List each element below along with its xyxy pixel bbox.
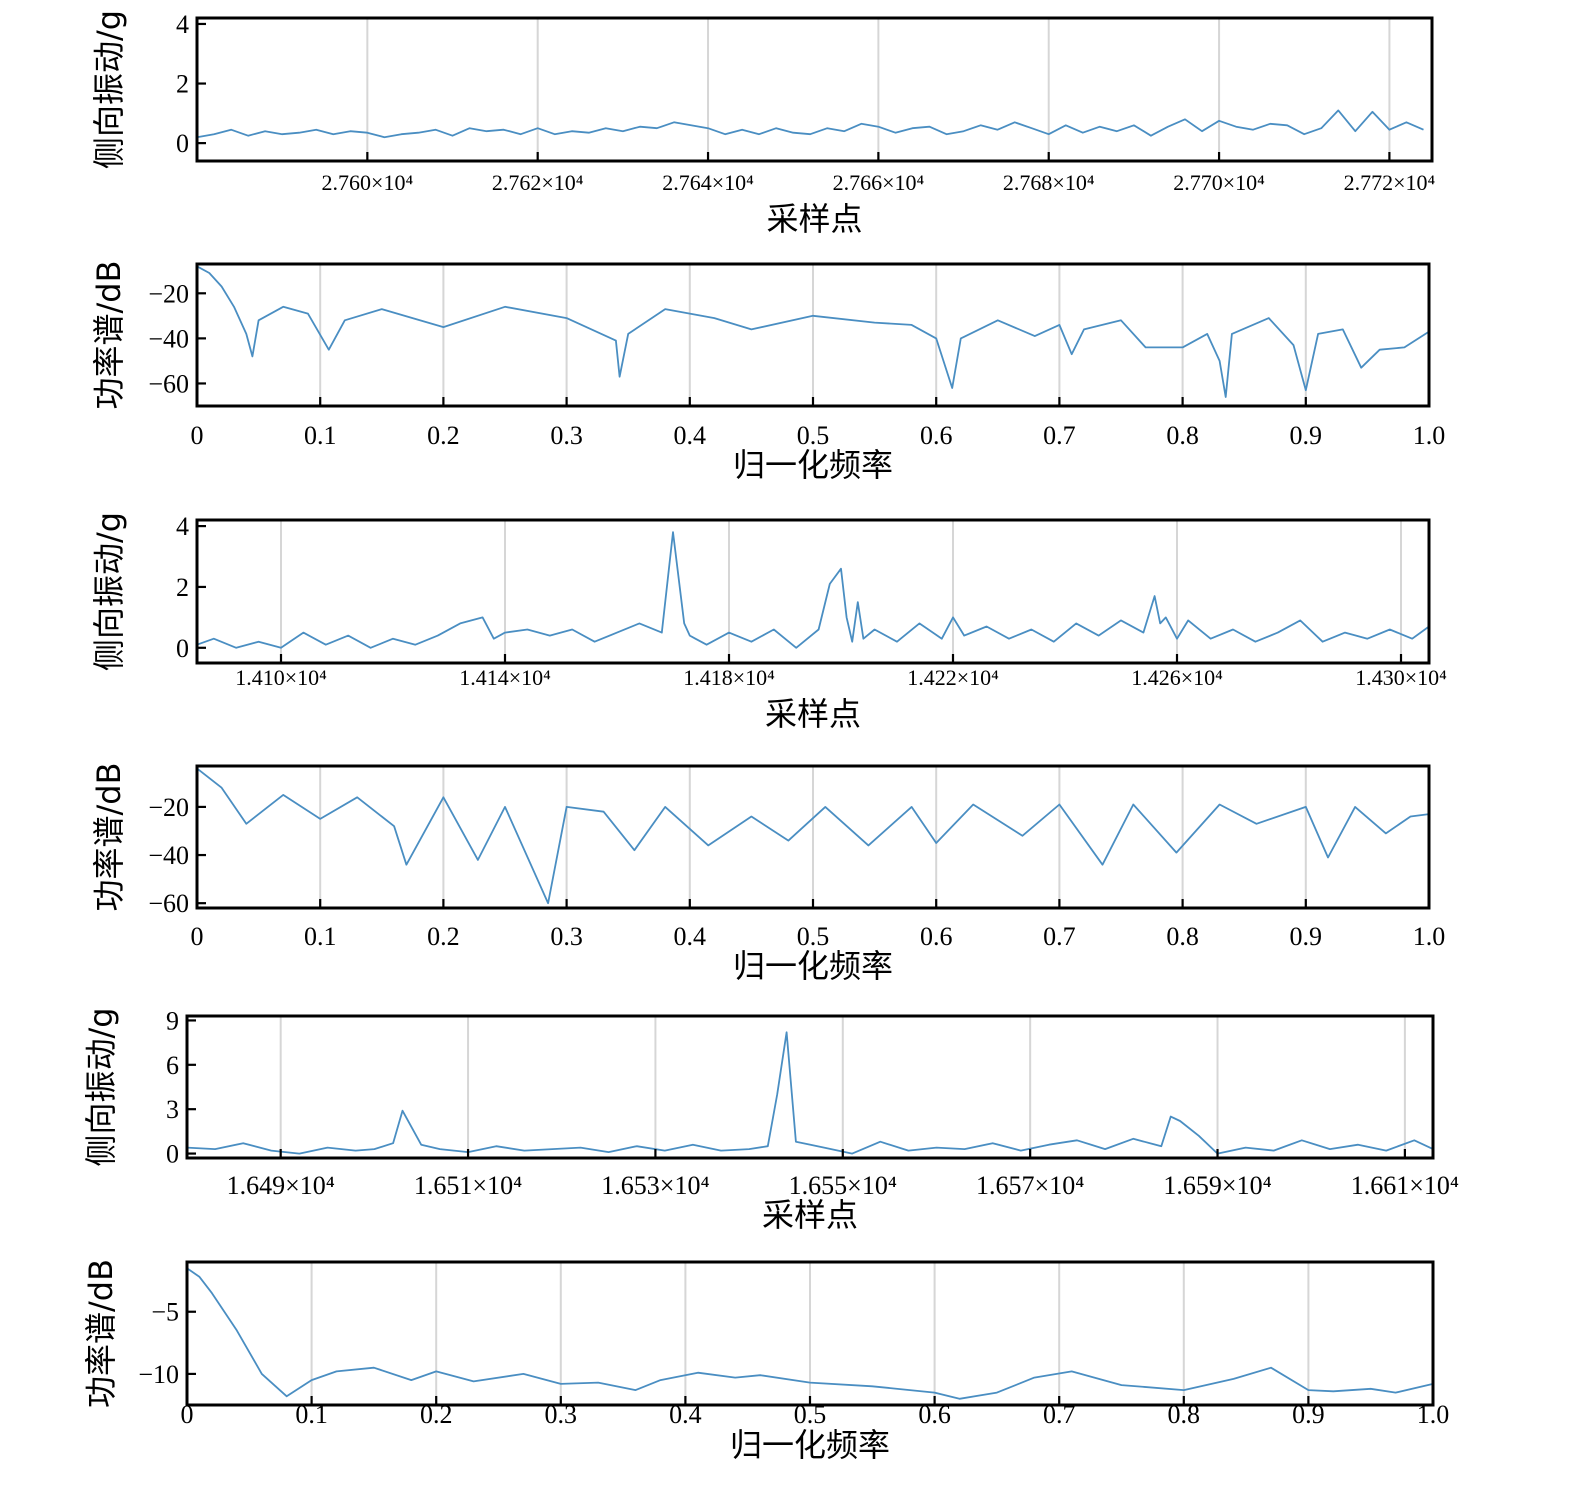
panel-3: 1.410×10⁴ 1.414×10⁴ 1.418×10⁴ 1.422×10⁴ 1.42… — [90, 512, 1447, 733]
x-tick-label: 1.426×10⁴ — [1131, 665, 1223, 690]
x-tick-label: 1.0 — [1413, 421, 1446, 450]
x-tick-label: 2.762×10⁴ — [492, 170, 584, 195]
y-tick-label: 6 — [166, 1051, 179, 1080]
y-tick-label: −5 — [151, 1298, 179, 1327]
x-tick-label: 0.3 — [545, 1400, 578, 1429]
y-tick-label: −60 — [148, 889, 189, 918]
x-tick-label: 0.8 — [1168, 1400, 1201, 1429]
y-tick-label: −10 — [138, 1360, 179, 1389]
x-axis-label: 采样点 — [766, 200, 862, 238]
plot-frame — [195, 16, 1434, 163]
x-tick-label: 0.2 — [427, 421, 460, 450]
x-tick-label: 0 — [191, 922, 204, 951]
x-tick-label: 2.770×10⁴ — [1173, 170, 1265, 195]
x-axis-label: 归一化频率 — [730, 1426, 890, 1464]
x-tick-label: 0.4 — [674, 922, 707, 951]
x-tick-label: 0.8 — [1166, 922, 1199, 951]
x-tick-label: 0.6 — [918, 1400, 951, 1429]
y-tick-label: 9 — [166, 1006, 179, 1035]
panel-1: 2.760×10⁴ 2.762×10⁴ 2.764×10⁴ 2.766×10⁴ 2.76… — [90, 10, 1436, 238]
x-tick-label: 1.418×10⁴ — [683, 665, 775, 690]
x-tick-label: 0 — [191, 421, 204, 450]
x-tick-label: 0.4 — [674, 421, 707, 450]
x-tick-label: 0.1 — [304, 922, 337, 951]
x-tick-label: 2.764×10⁴ — [662, 170, 754, 195]
panel-2: 0 0.1 0.2 0.3 0.4 0.5 0.6 0.7 0.8 0.9 1.0 −20 −40 −60… — [90, 260, 1445, 484]
y-tick-label: 4 — [176, 512, 189, 541]
x-tick-label: 0.6 — [920, 922, 953, 951]
y-axis-label: 功率谱/dB — [82, 1259, 120, 1408]
x-tick-label: 1.661×10⁴ — [1351, 1171, 1459, 1200]
series-line — [196, 265, 1430, 398]
x-tick-label: 0.1 — [304, 421, 337, 450]
y-tick-label: −40 — [148, 841, 189, 870]
plot-frame — [185, 1014, 1435, 1160]
x-tick-label: 1.659×10⁴ — [1163, 1171, 1271, 1200]
y-axis-label: 功率谱/dB — [90, 260, 128, 409]
x-tick-label: 1.422×10⁴ — [907, 665, 999, 690]
series-line — [196, 531, 1430, 649]
x-tick-label: 0.9 — [1292, 1400, 1325, 1429]
series-line — [196, 767, 1430, 905]
x-tick-label: 2.766×10⁴ — [833, 170, 925, 195]
x-tick-label: 1.651×10⁴ — [414, 1171, 522, 1200]
x-tick-label: 0.2 — [420, 1400, 453, 1429]
x-tick-label: 0.3 — [550, 421, 583, 450]
x-tick-label: 1.649×10⁴ — [227, 1171, 335, 1200]
x-tick-label: 1.0 — [1417, 1400, 1450, 1429]
x-axis-label: 采样点 — [765, 695, 861, 733]
x-tick-label: 0.6 — [920, 421, 953, 450]
x-tick-label: 0.4 — [669, 1400, 702, 1429]
x-tick-label: 2.760×10⁴ — [322, 170, 414, 195]
panel-5: 1.649×10⁴ 1.651×10⁴ 1.653×10⁴ 1.655×10⁴ 1.65… — [82, 1006, 1459, 1234]
x-tick-label: 0.5 — [794, 1400, 827, 1429]
x-tick-label: 1.414×10⁴ — [459, 665, 551, 690]
y-tick-label: 2 — [176, 573, 189, 602]
x-tick-label: 1.0 — [1413, 922, 1446, 951]
y-axis-label: 侧向振动/g — [82, 1007, 120, 1166]
x-axis-label: 采样点 — [762, 1196, 858, 1234]
y-tick-label: 2 — [176, 70, 189, 99]
panel-6: 0 0.1 0.2 0.3 0.4 0.5 0.6 0.7 0.8 0.9 1.0 −5 −10 归一化频… — [82, 1259, 1449, 1464]
plot-frame — [195, 518, 1431, 665]
x-tick-label: 0.2 — [427, 922, 460, 951]
panel-4: 0 0.1 0.2 0.3 0.4 0.5 0.6 0.7 0.8 0.9 1.0 −20 −40 −60… — [90, 762, 1445, 985]
y-tick-label: 4 — [176, 10, 189, 39]
y-tick-label: 0 — [166, 1140, 179, 1169]
series-line — [186, 1267, 1434, 1400]
x-tick-label: 0.1 — [295, 1400, 328, 1429]
x-tick-label: 0.3 — [550, 922, 583, 951]
x-tick-label: 0 — [181, 1400, 194, 1429]
x-tick-label: 0.9 — [1290, 421, 1323, 450]
x-tick-label: 0.5 — [797, 421, 830, 450]
x-axis-label: 归一化频率 — [733, 947, 893, 985]
series-line — [196, 109, 1424, 139]
x-tick-label: 0.5 — [797, 922, 830, 951]
y-tick-label: 0 — [176, 129, 189, 158]
x-tick-label: 0.7 — [1043, 922, 1076, 951]
x-tick-label: 1.655×10⁴ — [789, 1171, 897, 1200]
y-tick-label: −20 — [148, 793, 189, 822]
y-tick-label: −60 — [148, 369, 189, 398]
x-tick-label: 2.772×10⁴ — [1344, 170, 1436, 195]
series-line — [186, 1031, 1434, 1155]
y-tick-label: −20 — [148, 279, 189, 308]
x-tick-label: 0.9 — [1290, 922, 1323, 951]
x-tick-label: 1.430×10⁴ — [1355, 665, 1447, 690]
y-tick-label: −40 — [148, 324, 189, 353]
y-tick-label: 0 — [176, 634, 189, 663]
y-tick-label: 3 — [166, 1095, 179, 1124]
x-axis-label: 归一化频率 — [733, 446, 893, 484]
x-tick-label: 1.653×10⁴ — [601, 1171, 709, 1200]
x-tick-label: 1.410×10⁴ — [235, 665, 327, 690]
x-tick-label: 0.7 — [1043, 421, 1076, 450]
y-axis-label: 侧向振动/g — [90, 512, 128, 671]
x-tick-label: 0.7 — [1043, 1400, 1076, 1429]
x-tick-label: 2.768×10⁴ — [1003, 170, 1095, 195]
x-tick-label: 1.657×10⁴ — [976, 1171, 1084, 1200]
y-axis-label: 功率谱/dB — [90, 762, 128, 911]
y-axis-label: 侧向振动/g — [90, 10, 128, 169]
x-tick-label: 0.8 — [1166, 421, 1199, 450]
